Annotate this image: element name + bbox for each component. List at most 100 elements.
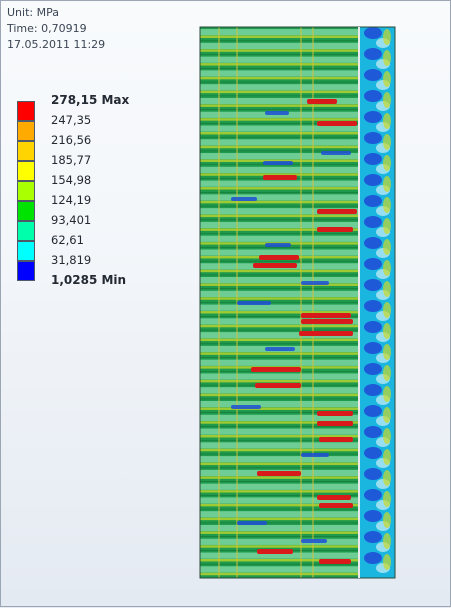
strip-mid	[200, 324, 359, 328]
cold-spot	[237, 521, 267, 525]
strip-band	[200, 277, 359, 284]
strip-mid	[200, 407, 359, 410]
legend-item: 93,401	[17, 213, 167, 241]
strip-band	[200, 318, 359, 325]
hot-spot	[317, 421, 353, 426]
strip-mid	[200, 435, 359, 438]
legend-label: 216,56	[51, 133, 92, 147]
legend-item: 216,56	[17, 133, 167, 161]
edge-yellow	[383, 470, 391, 486]
strip-mid	[200, 131, 359, 135]
edge-yellow	[383, 512, 391, 528]
edge-yellow	[383, 407, 391, 423]
legend-swatch	[17, 181, 35, 201]
edge-node	[364, 153, 382, 165]
strip-band	[200, 194, 359, 201]
unit-label: Unit: MPa	[7, 6, 59, 19]
edge-node	[364, 405, 382, 417]
strip-band	[200, 373, 359, 380]
hot-spot	[253, 263, 297, 268]
edge-node	[364, 195, 382, 207]
hot-spot	[319, 559, 351, 564]
hot-spot	[317, 121, 357, 126]
strip-band	[200, 511, 359, 518]
legend-swatch	[17, 121, 35, 141]
hot-spot	[319, 503, 353, 508]
hot-spot	[301, 319, 353, 324]
strip-mid	[200, 558, 359, 562]
result-info: Unit: MPa Time: 0,70919 17.05.2011 11:29	[7, 5, 105, 53]
legend-item: 247,35	[17, 113, 167, 141]
edge-yellow	[383, 386, 391, 402]
strip-mid	[200, 503, 359, 507]
legend-item: 1,0285 Min	[17, 261, 167, 293]
edge-yellow	[383, 365, 391, 381]
edge-yellow	[383, 239, 391, 255]
edge-node	[364, 510, 382, 522]
strip-mid	[200, 517, 359, 521]
edge-yellow	[383, 113, 391, 129]
legend-label: 1,0285 Min	[51, 273, 127, 287]
cold-spot	[321, 151, 351, 155]
edge-node	[364, 132, 382, 144]
strip-mid	[200, 421, 359, 424]
edge-node	[364, 258, 382, 270]
hot-spot	[255, 383, 301, 388]
cold-spot	[301, 453, 329, 457]
hot-spot	[317, 411, 353, 416]
legend-label: 31,819	[51, 253, 92, 267]
cold-spot	[231, 197, 257, 201]
edge-node	[364, 552, 382, 564]
strip-mid	[200, 63, 359, 66]
strip-band	[200, 166, 359, 174]
legend-swatch	[17, 141, 35, 161]
strip-mid	[200, 200, 359, 204]
strip-mid	[200, 572, 359, 576]
edge-yellow	[383, 428, 391, 444]
strip-mid	[200, 90, 359, 94]
edge-node	[364, 279, 382, 291]
edge-node	[364, 48, 382, 60]
edge-yellow	[383, 71, 391, 87]
strip-band	[200, 538, 359, 545]
legend-swatch	[17, 241, 35, 261]
edge-yellow	[383, 29, 391, 45]
edge-node	[364, 447, 382, 459]
strip-mid	[200, 173, 359, 176]
model-outline	[199, 26, 396, 579]
strip-band	[200, 332, 359, 339]
cold-spot	[231, 405, 261, 409]
cold-spot	[237, 301, 271, 305]
strip-mid	[200, 448, 359, 452]
legend-swatch	[17, 221, 35, 241]
strip-mid	[200, 214, 359, 218]
strip-band	[200, 524, 359, 532]
strip-band	[200, 125, 359, 132]
strip-mid	[200, 76, 359, 80]
cold-spot	[301, 281, 329, 285]
strip-mid	[200, 311, 359, 314]
edge-yellow	[383, 218, 391, 234]
hot-spot	[317, 227, 353, 232]
strip-band	[200, 208, 359, 215]
edge-node	[364, 321, 382, 333]
strip-mid	[200, 35, 359, 39]
edge-node	[364, 363, 382, 375]
edge-yellow	[383, 197, 391, 213]
strip-mid	[200, 228, 359, 231]
legend-label: 62,61	[51, 233, 84, 247]
hot-spot	[263, 175, 297, 180]
edge-node	[364, 216, 382, 228]
strip-band	[200, 552, 359, 559]
edge-node	[364, 111, 382, 123]
strip-band	[200, 442, 359, 449]
strip-band	[200, 414, 359, 421]
edge-yellow	[383, 491, 391, 507]
edge-yellow	[383, 302, 391, 318]
strip-mid	[200, 118, 359, 121]
strip-band	[200, 483, 359, 490]
hot-spot	[307, 99, 337, 104]
legend-item: 185,77	[17, 153, 167, 181]
